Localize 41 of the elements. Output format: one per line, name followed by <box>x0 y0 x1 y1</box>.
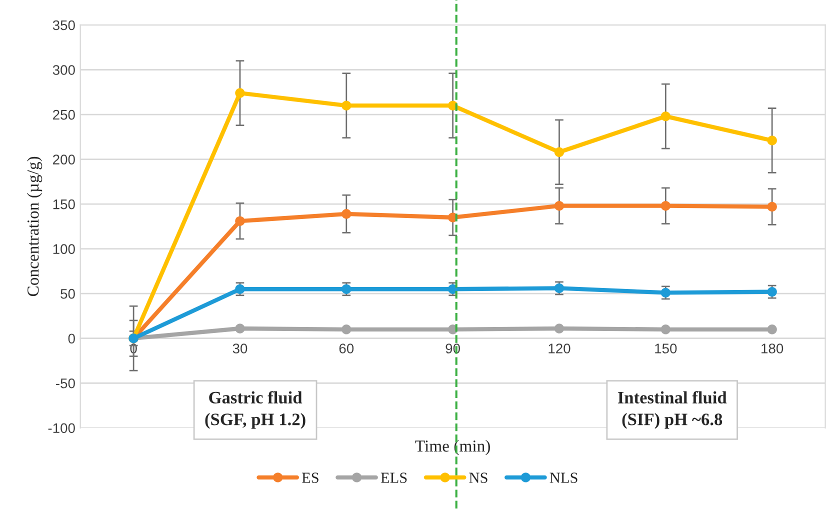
point <box>767 136 777 146</box>
y-tick-label: 100 <box>53 244 75 254</box>
point <box>235 284 245 294</box>
annotation: Intestinal fluid (SIF) pH ~6.8 <box>618 391 727 429</box>
point <box>660 324 671 334</box>
y-tick-label: 50 <box>60 288 75 299</box>
y-tick-label: 150 <box>53 199 75 210</box>
legend-label: NLS <box>550 472 578 483</box>
y-tick-label: -100 <box>48 423 75 434</box>
point <box>554 147 564 157</box>
point <box>448 284 458 294</box>
point <box>235 216 245 226</box>
point <box>660 200 671 211</box>
point <box>554 324 564 334</box>
point <box>554 200 564 211</box>
point <box>342 284 352 294</box>
point <box>767 202 777 212</box>
x-tick-label: 60 <box>339 344 354 354</box>
legend-label: NS <box>469 472 488 483</box>
point <box>235 88 245 98</box>
point <box>342 324 352 334</box>
y-tick-label: 350 <box>52 20 75 30</box>
y-tick-label: 300 <box>52 65 75 75</box>
point <box>342 209 352 219</box>
x-axis-title: Time (min) <box>415 440 490 456</box>
y-tick-label: 200 <box>53 154 75 164</box>
legend-label: ELS <box>380 472 407 483</box>
legend-label: ES <box>302 472 318 483</box>
point <box>235 324 245 334</box>
y-tick-label: 0 <box>68 334 75 344</box>
y-tick-label: -50 <box>56 378 75 388</box>
x-tick-label: 30 <box>232 344 248 354</box>
annotation: Gastric fluid (SGF, pH 1.2) <box>205 391 306 429</box>
x-tick-label: 120 <box>548 344 570 354</box>
y-axis-title: Concentration (µg/g) <box>26 156 42 296</box>
point <box>660 111 671 122</box>
x-tick-label: 180 <box>762 344 784 354</box>
point <box>342 100 352 110</box>
x-tick-label: 150 <box>655 344 677 354</box>
point <box>767 324 777 334</box>
y-tick-label: 250 <box>53 110 75 120</box>
